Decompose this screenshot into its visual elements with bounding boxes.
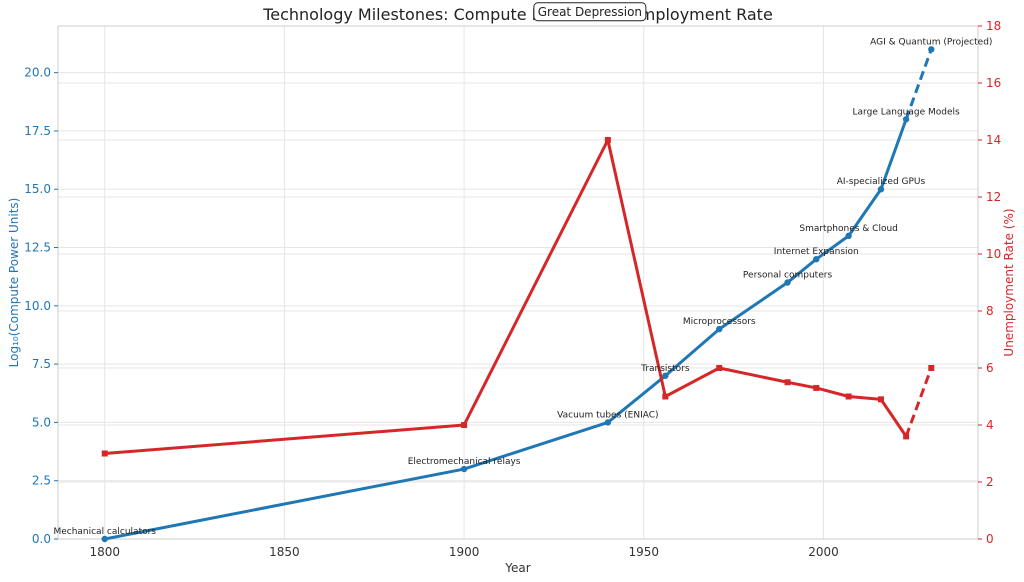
y-right-axis-title: Unemployment Rate (%): [1002, 208, 1016, 356]
milestone-label: Smartphones & Cloud: [799, 224, 898, 234]
y-left-tick-label: 15.0: [24, 182, 51, 196]
unemployment-point: [784, 379, 791, 386]
milestone-label: Vacuum tubes (ENIAC): [557, 410, 658, 420]
unemployment-point: [604, 137, 611, 143]
compute-point: [877, 186, 885, 193]
unemployment-point: [716, 365, 723, 371]
y-left-tick-label: 17.5: [24, 124, 51, 138]
unemployment-point: [903, 433, 910, 440]
compute-point: [604, 419, 612, 426]
unemployment-point: [928, 365, 935, 371]
y-left-tick-label: 12.5: [24, 241, 51, 255]
y-left-tick-label: 20.0: [24, 66, 51, 80]
y-right-tick-label: 0: [986, 532, 994, 546]
milestone-label: Mechanical calculators: [53, 527, 156, 537]
milestone-label: Large Language Models: [853, 107, 960, 117]
unemployment-point: [101, 450, 108, 457]
compute-series-line: [104, 118, 908, 541]
y-left-tick-label: 0.0: [32, 532, 51, 546]
y-right-tick-label: 4: [986, 418, 994, 432]
milestone-label: Internet Expansion: [774, 247, 859, 257]
callout-label: Great Depression: [538, 5, 642, 19]
x-axis-title: Year: [504, 561, 530, 575]
y-left-tick-label: 5.0: [32, 415, 51, 429]
compute-point: [784, 279, 791, 286]
x-tick-label: 1800: [89, 545, 120, 559]
y-right-tick-label: 2: [986, 475, 994, 489]
milestone-label: Electromechanical relays: [408, 457, 521, 467]
y-right-tick-label: 8: [986, 304, 994, 318]
compute-point: [662, 372, 669, 379]
chart-title: Technology Milestones: Compute Power vs …: [262, 5, 773, 24]
compute-point: [716, 325, 723, 333]
unemployment-point: [877, 396, 884, 403]
y-right-tick-label: 18: [986, 19, 1001, 33]
x-tick-label: 1900: [449, 545, 480, 559]
unemployment-point: [845, 393, 852, 400]
compute-point: [460, 465, 468, 473]
milestone-label: Transistors: [640, 364, 690, 374]
compute-point: [845, 232, 852, 240]
unemployment-point: [662, 393, 669, 400]
y-right-tick-label: 10: [986, 247, 1001, 261]
compute-projected-line: [904, 48, 933, 120]
unemployment-projected-line: [904, 367, 933, 437]
y-right-tick-label: 16: [986, 76, 1001, 90]
unemployment-point: [461, 422, 468, 428]
milestone-label: AGI & Quantum (Projected): [870, 37, 992, 47]
unemployment-point: [813, 384, 820, 391]
compute-point: [101, 535, 108, 543]
x-tick-label: 2000: [808, 545, 839, 559]
y-left-tick-label: 2.5: [32, 474, 51, 488]
milestone-label: Personal computers: [743, 271, 833, 281]
y-right-tick-label: 14: [986, 133, 1001, 147]
milestone-label: AI-specialized GPUs: [837, 177, 926, 187]
y-left-axis-title: Log₁₀(Compute Power Units): [7, 198, 21, 368]
compute-point: [902, 116, 910, 123]
compute-point: [928, 46, 935, 53]
x-tick-label: 1850: [269, 545, 300, 559]
compute-point: [813, 255, 820, 263]
y-left-tick-label: 10.0: [24, 299, 51, 313]
y-right-tick-label: 12: [986, 190, 1001, 204]
y-left-tick-label: 7.5: [32, 357, 51, 371]
unemployment-series-line: [104, 138, 908, 455]
x-tick-label: 1950: [629, 545, 660, 559]
y-right-tick-label: 6: [986, 361, 994, 375]
callout-box: [533, 2, 647, 22]
milestone-label: Microprocessors: [683, 317, 756, 327]
